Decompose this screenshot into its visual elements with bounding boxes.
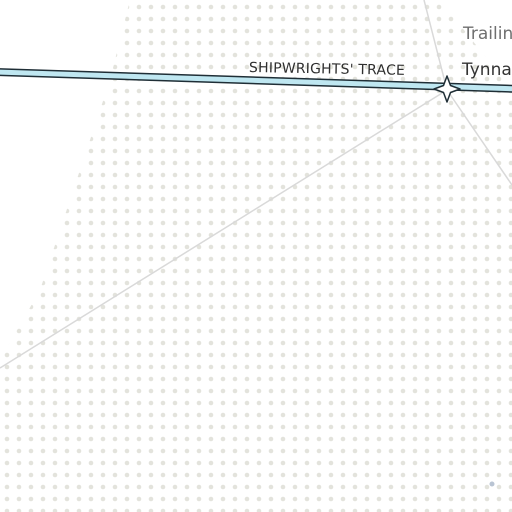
- main-road[interactable]: [0, 69, 512, 92]
- place-label[interactable]: Tynna: [462, 60, 512, 80]
- road-label: SHIPWRIGHTS' TRACE: [248, 60, 406, 79]
- place-label[interactable]: Trailin: [463, 24, 512, 44]
- minor-road: [423, 0, 448, 91]
- four-point-star-icon[interactable]: [433, 75, 461, 103]
- minor-road: [446, 89, 512, 186]
- map-point: [489, 481, 495, 487]
- minor-road: [0, 89, 448, 369]
